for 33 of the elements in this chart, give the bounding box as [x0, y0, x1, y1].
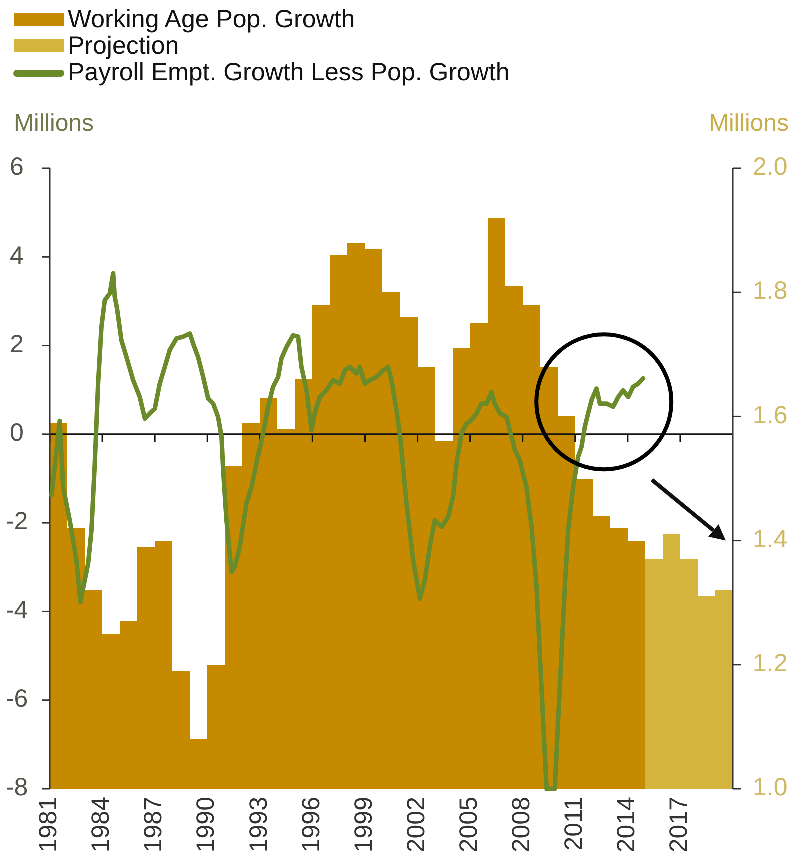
- x-tick-label: 2017: [665, 797, 694, 853]
- x-tick-label: 1987: [140, 797, 168, 853]
- y2-tick-label: 1.8: [753, 277, 788, 306]
- y-tick-label: -2: [6, 508, 28, 536]
- y-tick-label: 6: [10, 153, 24, 182]
- y-tick-label: -8: [6, 774, 28, 802]
- y-tick-label: -4: [6, 596, 28, 624]
- line-series: [50, 271, 646, 792]
- legend-label: Projection: [68, 32, 180, 60]
- x-tick-label: 2011: [560, 797, 588, 851]
- y2-tick-label: 1.0: [753, 774, 788, 802]
- y2-tick-label: 1.6: [753, 401, 788, 430]
- x-tick-label: 1981: [34, 797, 63, 853]
- legend-label: Payroll Empt. Growth Less Pop. Growth: [68, 58, 510, 86]
- y2-tick-label: 1.2: [753, 650, 788, 678]
- legend-label: Working Age Pop. Growth: [68, 6, 356, 34]
- y2-tick-label: 1.4: [753, 525, 788, 554]
- y-tick-label: 4: [10, 242, 24, 270]
- y-tick-label: 0: [10, 419, 24, 448]
- x-tick-label: 2014: [612, 796, 641, 853]
- y2-axis-title: Millions: [708, 110, 789, 137]
- y-axis-title: Millions: [14, 110, 94, 137]
- x-tick-label: 2008: [507, 797, 536, 853]
- y-tick-label: 2: [10, 330, 24, 358]
- x-tick-label: 1999: [350, 797, 378, 853]
- x-tick-label: 2002: [402, 797, 430, 853]
- y2-tick-label: 2.0: [753, 153, 788, 182]
- x-tick-label: 1984: [87, 796, 116, 853]
- x-tick-label: 2005: [454, 797, 483, 853]
- x-tick-label: 1990: [192, 797, 220, 853]
- y-tick-label: -6: [6, 684, 28, 713]
- x-tick-label: 1996: [297, 797, 326, 853]
- x-tick-label: 1993: [244, 797, 273, 853]
